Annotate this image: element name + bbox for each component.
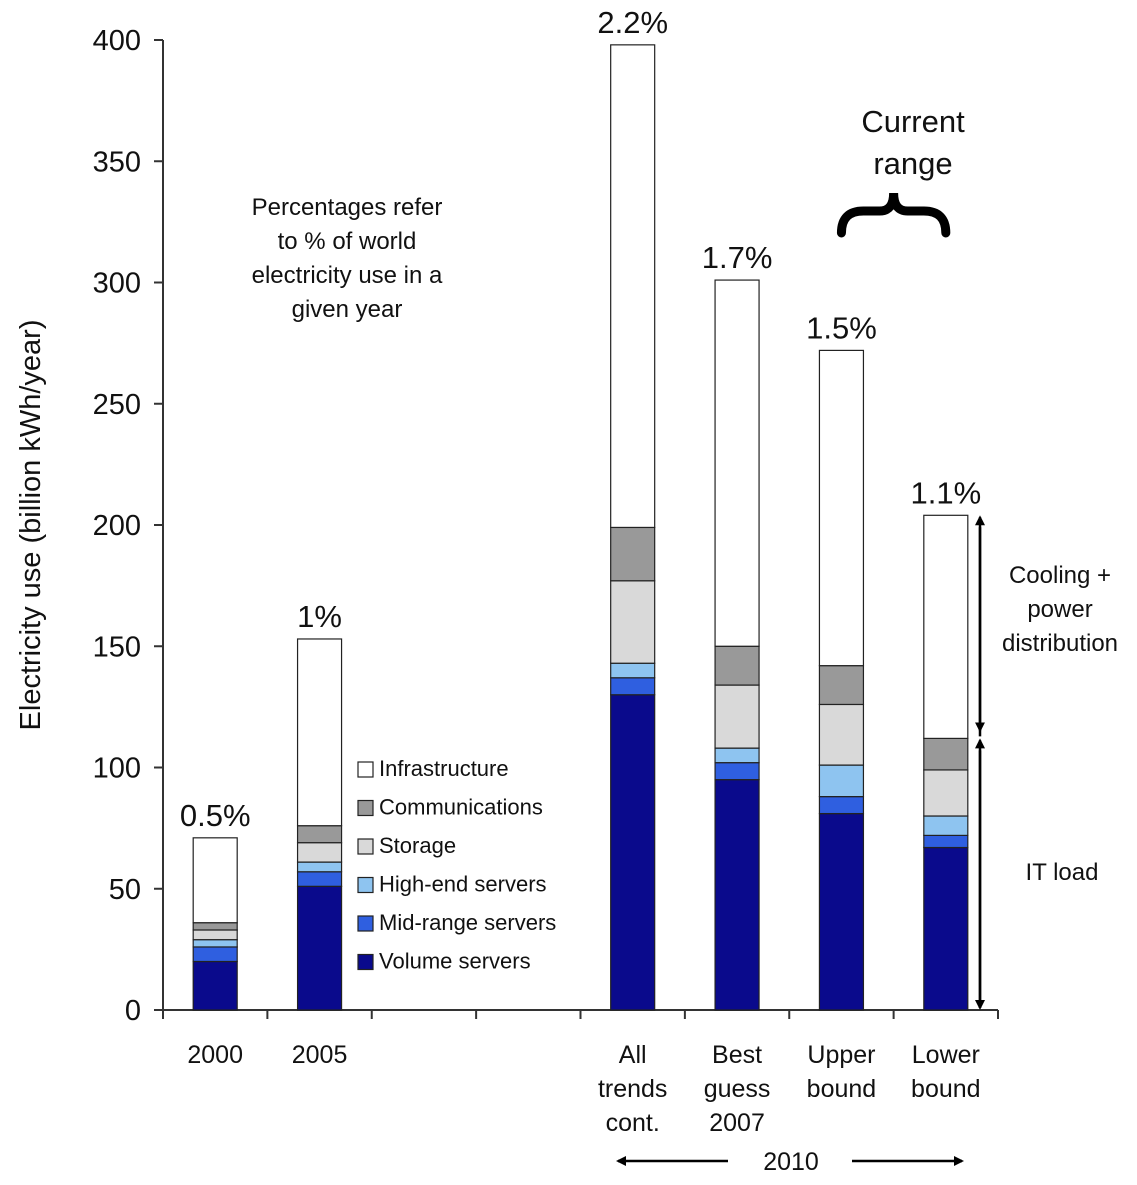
bar-segment	[923, 846, 969, 1011]
percentage-note: Percentages refer	[252, 194, 443, 221]
bar-segment	[610, 662, 656, 679]
bar-segment	[923, 834, 969, 849]
y-tick-label: 200	[93, 510, 141, 542]
bar-segment	[714, 279, 760, 647]
y-tick-label: 50	[109, 874, 141, 906]
bar-segment	[818, 665, 865, 706]
legend-label: Mid-range servers	[379, 910, 556, 935]
label-layer: 0.5% 2000 1% 2005 2.2% All trends cont. 1.7% Best…	[180, 5, 981, 1137]
bar-segment	[714, 747, 760, 764]
it-load-label: IT load	[1026, 859, 1099, 886]
legend-swatch	[357, 799, 374, 817]
y-tick-label: 0	[125, 995, 141, 1027]
x-category-label: Lower	[912, 1041, 980, 1069]
percentage-note: given year	[292, 296, 403, 323]
legend: Infrastructure Communications Storage High-…	[357, 756, 556, 974]
year-2010-label: 2010	[763, 1148, 819, 1176]
legend-swatch	[357, 761, 374, 778]
bar-segment	[714, 779, 760, 1011]
bar-segment	[192, 922, 238, 931]
y-axis-title: Electricity use (billion kWh/year)	[15, 320, 47, 731]
x-category-label: Upper	[807, 1041, 875, 1069]
legend-swatch	[357, 953, 374, 971]
bar-segment	[818, 795, 865, 815]
bar-segment	[610, 580, 656, 664]
percent-label: 2.2%	[597, 5, 668, 40]
bar-segment	[192, 946, 238, 963]
bar-segment	[610, 694, 656, 1011]
y-tick-label: 350	[93, 146, 141, 178]
bar-segment	[610, 677, 656, 696]
x-category-label: bound	[807, 1075, 877, 1103]
percent-label: 0.5%	[180, 798, 251, 833]
x-category-label: 2005	[292, 1041, 348, 1069]
legend-swatch	[357, 876, 374, 894]
bar-segment	[296, 885, 343, 1011]
legend-swatch	[357, 915, 374, 932]
cooling-label: power	[1027, 596, 1092, 623]
bar-segment	[714, 684, 760, 749]
annotations: Percentages refer to % of world electricit…	[252, 104, 1118, 1176]
bar-segment	[818, 764, 865, 798]
y-tick-label: 250	[93, 389, 141, 421]
legend-label: Communications	[379, 795, 543, 820]
bar-segment	[923, 514, 969, 739]
legend-label: Storage	[379, 833, 456, 858]
bar-segment	[192, 837, 238, 924]
bar-segment	[714, 645, 760, 686]
bar-segment	[296, 825, 343, 844]
bar-segment	[818, 349, 865, 667]
percentage-note: electricity use in a	[252, 262, 443, 289]
bar-segment	[296, 871, 343, 887]
bar-segment	[923, 769, 969, 817]
current-range-brace	[836, 192, 951, 238]
x-category-label: bound	[911, 1075, 981, 1103]
percent-label: 1.5%	[806, 310, 877, 345]
bar-segment	[714, 762, 760, 781]
bar-segment	[296, 842, 343, 863]
legend-label: Volume servers	[379, 949, 531, 974]
x-category-label: 2000	[187, 1041, 243, 1069]
percent-label: 1.1%	[910, 475, 981, 510]
legend-swatch	[357, 838, 374, 855]
bar-segment	[296, 861, 343, 873]
bar-segment	[610, 526, 656, 582]
bar-segment	[818, 703, 865, 766]
y-tick-label: 100	[93, 753, 141, 785]
bar-segment	[192, 960, 238, 1011]
x-category-label: trends	[598, 1075, 667, 1103]
x-category-label: All	[619, 1041, 647, 1069]
bar-segment	[296, 638, 343, 827]
legend-label: Infrastructure	[379, 756, 509, 781]
bar-segment	[818, 812, 865, 1011]
bar-segment	[923, 737, 969, 771]
bar-segment	[610, 44, 656, 529]
bar-segment	[192, 929, 238, 941]
cooling-label: Cooling +	[1009, 562, 1111, 589]
x-category-label: 2007	[709, 1109, 765, 1137]
percent-label: 1.7%	[702, 240, 773, 275]
bar-layer	[192, 44, 969, 1011]
current-range-label: Current	[861, 104, 965, 139]
current-range-label: range	[873, 146, 952, 181]
y-tick-label: 400	[93, 25, 141, 57]
percentage-note: to % of world	[278, 228, 417, 255]
y-tick-label: 150	[93, 631, 141, 663]
x-category-label: cont.	[606, 1109, 660, 1137]
bar-segment	[192, 939, 238, 948]
axis-layer: 0 50 100 150 200 250 300 350 400 Electricity use …	[15, 25, 999, 1027]
legend-label: High-end servers	[379, 872, 547, 897]
cooling-label: distribution	[1002, 630, 1118, 657]
x-category-label: Best	[712, 1041, 762, 1069]
x-category-label: guess	[704, 1075, 771, 1103]
bar-segment	[923, 815, 969, 836]
y-tick-label: 300	[93, 268, 141, 300]
percent-label: 1%	[297, 599, 342, 634]
